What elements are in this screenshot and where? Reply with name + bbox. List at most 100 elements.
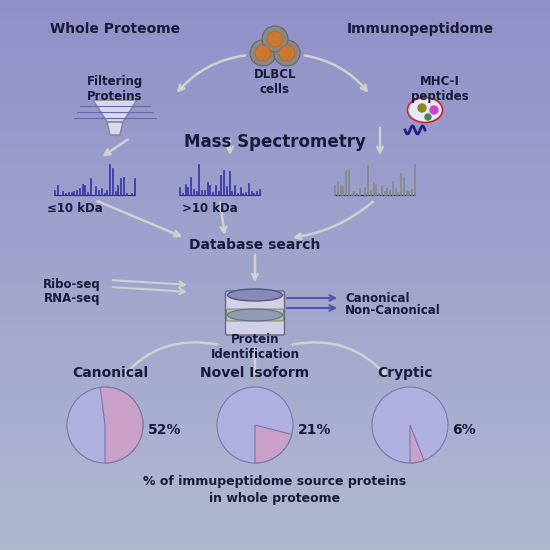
Bar bbox=[0, 182, 550, 187]
Bar bbox=[0, 116, 550, 121]
Text: Non-Canonical: Non-Canonical bbox=[345, 304, 441, 317]
Bar bbox=[0, 451, 550, 456]
Bar bbox=[0, 446, 550, 451]
Text: % of immupeptidome source proteins
in whole proteome: % of immupeptidome source proteins in wh… bbox=[144, 475, 406, 505]
Bar bbox=[0, 236, 550, 242]
Text: Cryptic: Cryptic bbox=[377, 366, 433, 380]
Bar bbox=[0, 368, 550, 374]
Bar bbox=[0, 33, 550, 39]
Bar bbox=[0, 407, 550, 412]
Bar bbox=[0, 468, 550, 473]
Text: Filtering
Proteins: Filtering Proteins bbox=[87, 75, 143, 103]
Circle shape bbox=[430, 106, 438, 114]
Circle shape bbox=[250, 40, 276, 66]
Text: Canonical: Canonical bbox=[72, 366, 148, 380]
Bar bbox=[0, 297, 550, 302]
Text: Ribo-seq: Ribo-seq bbox=[43, 278, 101, 291]
Bar bbox=[0, 358, 550, 363]
Bar bbox=[0, 346, 550, 352]
Bar bbox=[0, 363, 550, 368]
Text: >10 kDa: >10 kDa bbox=[182, 202, 238, 215]
Bar bbox=[0, 143, 550, 148]
Circle shape bbox=[255, 45, 271, 61]
Bar bbox=[0, 324, 550, 330]
Bar bbox=[0, 66, 550, 72]
Bar bbox=[0, 72, 550, 77]
Text: 6%: 6% bbox=[452, 423, 476, 437]
Circle shape bbox=[262, 26, 288, 52]
Bar bbox=[0, 390, 550, 396]
Bar bbox=[0, 330, 550, 336]
Bar bbox=[0, 396, 550, 402]
Bar bbox=[0, 132, 550, 138]
Bar bbox=[0, 121, 550, 126]
Circle shape bbox=[267, 31, 283, 47]
Bar bbox=[0, 412, 550, 418]
Text: 52%: 52% bbox=[148, 423, 182, 437]
Bar bbox=[0, 253, 550, 258]
Text: Protein
Identification: Protein Identification bbox=[211, 333, 300, 361]
Bar bbox=[0, 385, 550, 390]
Bar bbox=[0, 280, 550, 286]
Bar bbox=[0, 11, 550, 16]
Bar bbox=[0, 170, 550, 176]
Bar bbox=[0, 204, 550, 209]
Bar bbox=[0, 176, 550, 182]
Ellipse shape bbox=[228, 289, 283, 301]
Bar bbox=[0, 528, 550, 534]
Bar bbox=[0, 82, 550, 88]
Bar bbox=[0, 418, 550, 424]
Bar bbox=[0, 94, 550, 99]
Bar bbox=[0, 22, 550, 28]
FancyBboxPatch shape bbox=[226, 291, 284, 335]
Bar bbox=[0, 440, 550, 446]
Bar bbox=[0, 242, 550, 248]
Bar bbox=[0, 165, 550, 170]
Text: 21%: 21% bbox=[298, 423, 332, 437]
Bar bbox=[0, 126, 550, 132]
Text: ≤10 kDa: ≤10 kDa bbox=[47, 202, 103, 215]
Bar bbox=[0, 154, 550, 160]
Bar bbox=[0, 220, 550, 225]
Bar bbox=[0, 198, 550, 204]
Circle shape bbox=[418, 104, 426, 112]
Bar bbox=[0, 379, 550, 385]
Text: Immunopeptidome: Immunopeptidome bbox=[346, 22, 493, 36]
Text: Canonical: Canonical bbox=[345, 292, 410, 305]
Bar bbox=[0, 462, 550, 468]
Wedge shape bbox=[410, 425, 424, 463]
Bar bbox=[0, 104, 550, 110]
Bar bbox=[0, 148, 550, 154]
Bar bbox=[0, 352, 550, 358]
Bar bbox=[0, 88, 550, 94]
Bar bbox=[0, 539, 550, 544]
Bar bbox=[0, 544, 550, 550]
Polygon shape bbox=[107, 122, 123, 135]
Bar bbox=[0, 209, 550, 214]
Polygon shape bbox=[93, 100, 137, 122]
Bar bbox=[0, 495, 550, 500]
Bar bbox=[0, 429, 550, 434]
Text: RNA-seq: RNA-seq bbox=[44, 292, 100, 305]
Bar bbox=[0, 456, 550, 462]
Bar bbox=[0, 226, 550, 231]
Bar bbox=[0, 500, 550, 506]
Bar bbox=[0, 264, 550, 270]
Ellipse shape bbox=[228, 309, 283, 321]
Bar bbox=[0, 138, 550, 143]
Bar bbox=[0, 292, 550, 297]
Bar bbox=[0, 490, 550, 495]
Bar bbox=[0, 16, 550, 22]
Bar bbox=[0, 434, 550, 440]
Bar bbox=[0, 473, 550, 478]
Bar bbox=[0, 50, 550, 55]
Bar bbox=[0, 110, 550, 115]
Bar bbox=[0, 6, 550, 11]
Bar bbox=[0, 517, 550, 522]
Wedge shape bbox=[255, 425, 292, 463]
Bar bbox=[0, 44, 550, 50]
Bar bbox=[0, 99, 550, 104]
Text: Mass Spectrometry: Mass Spectrometry bbox=[184, 133, 366, 151]
Bar bbox=[0, 424, 550, 429]
Bar bbox=[0, 336, 550, 341]
